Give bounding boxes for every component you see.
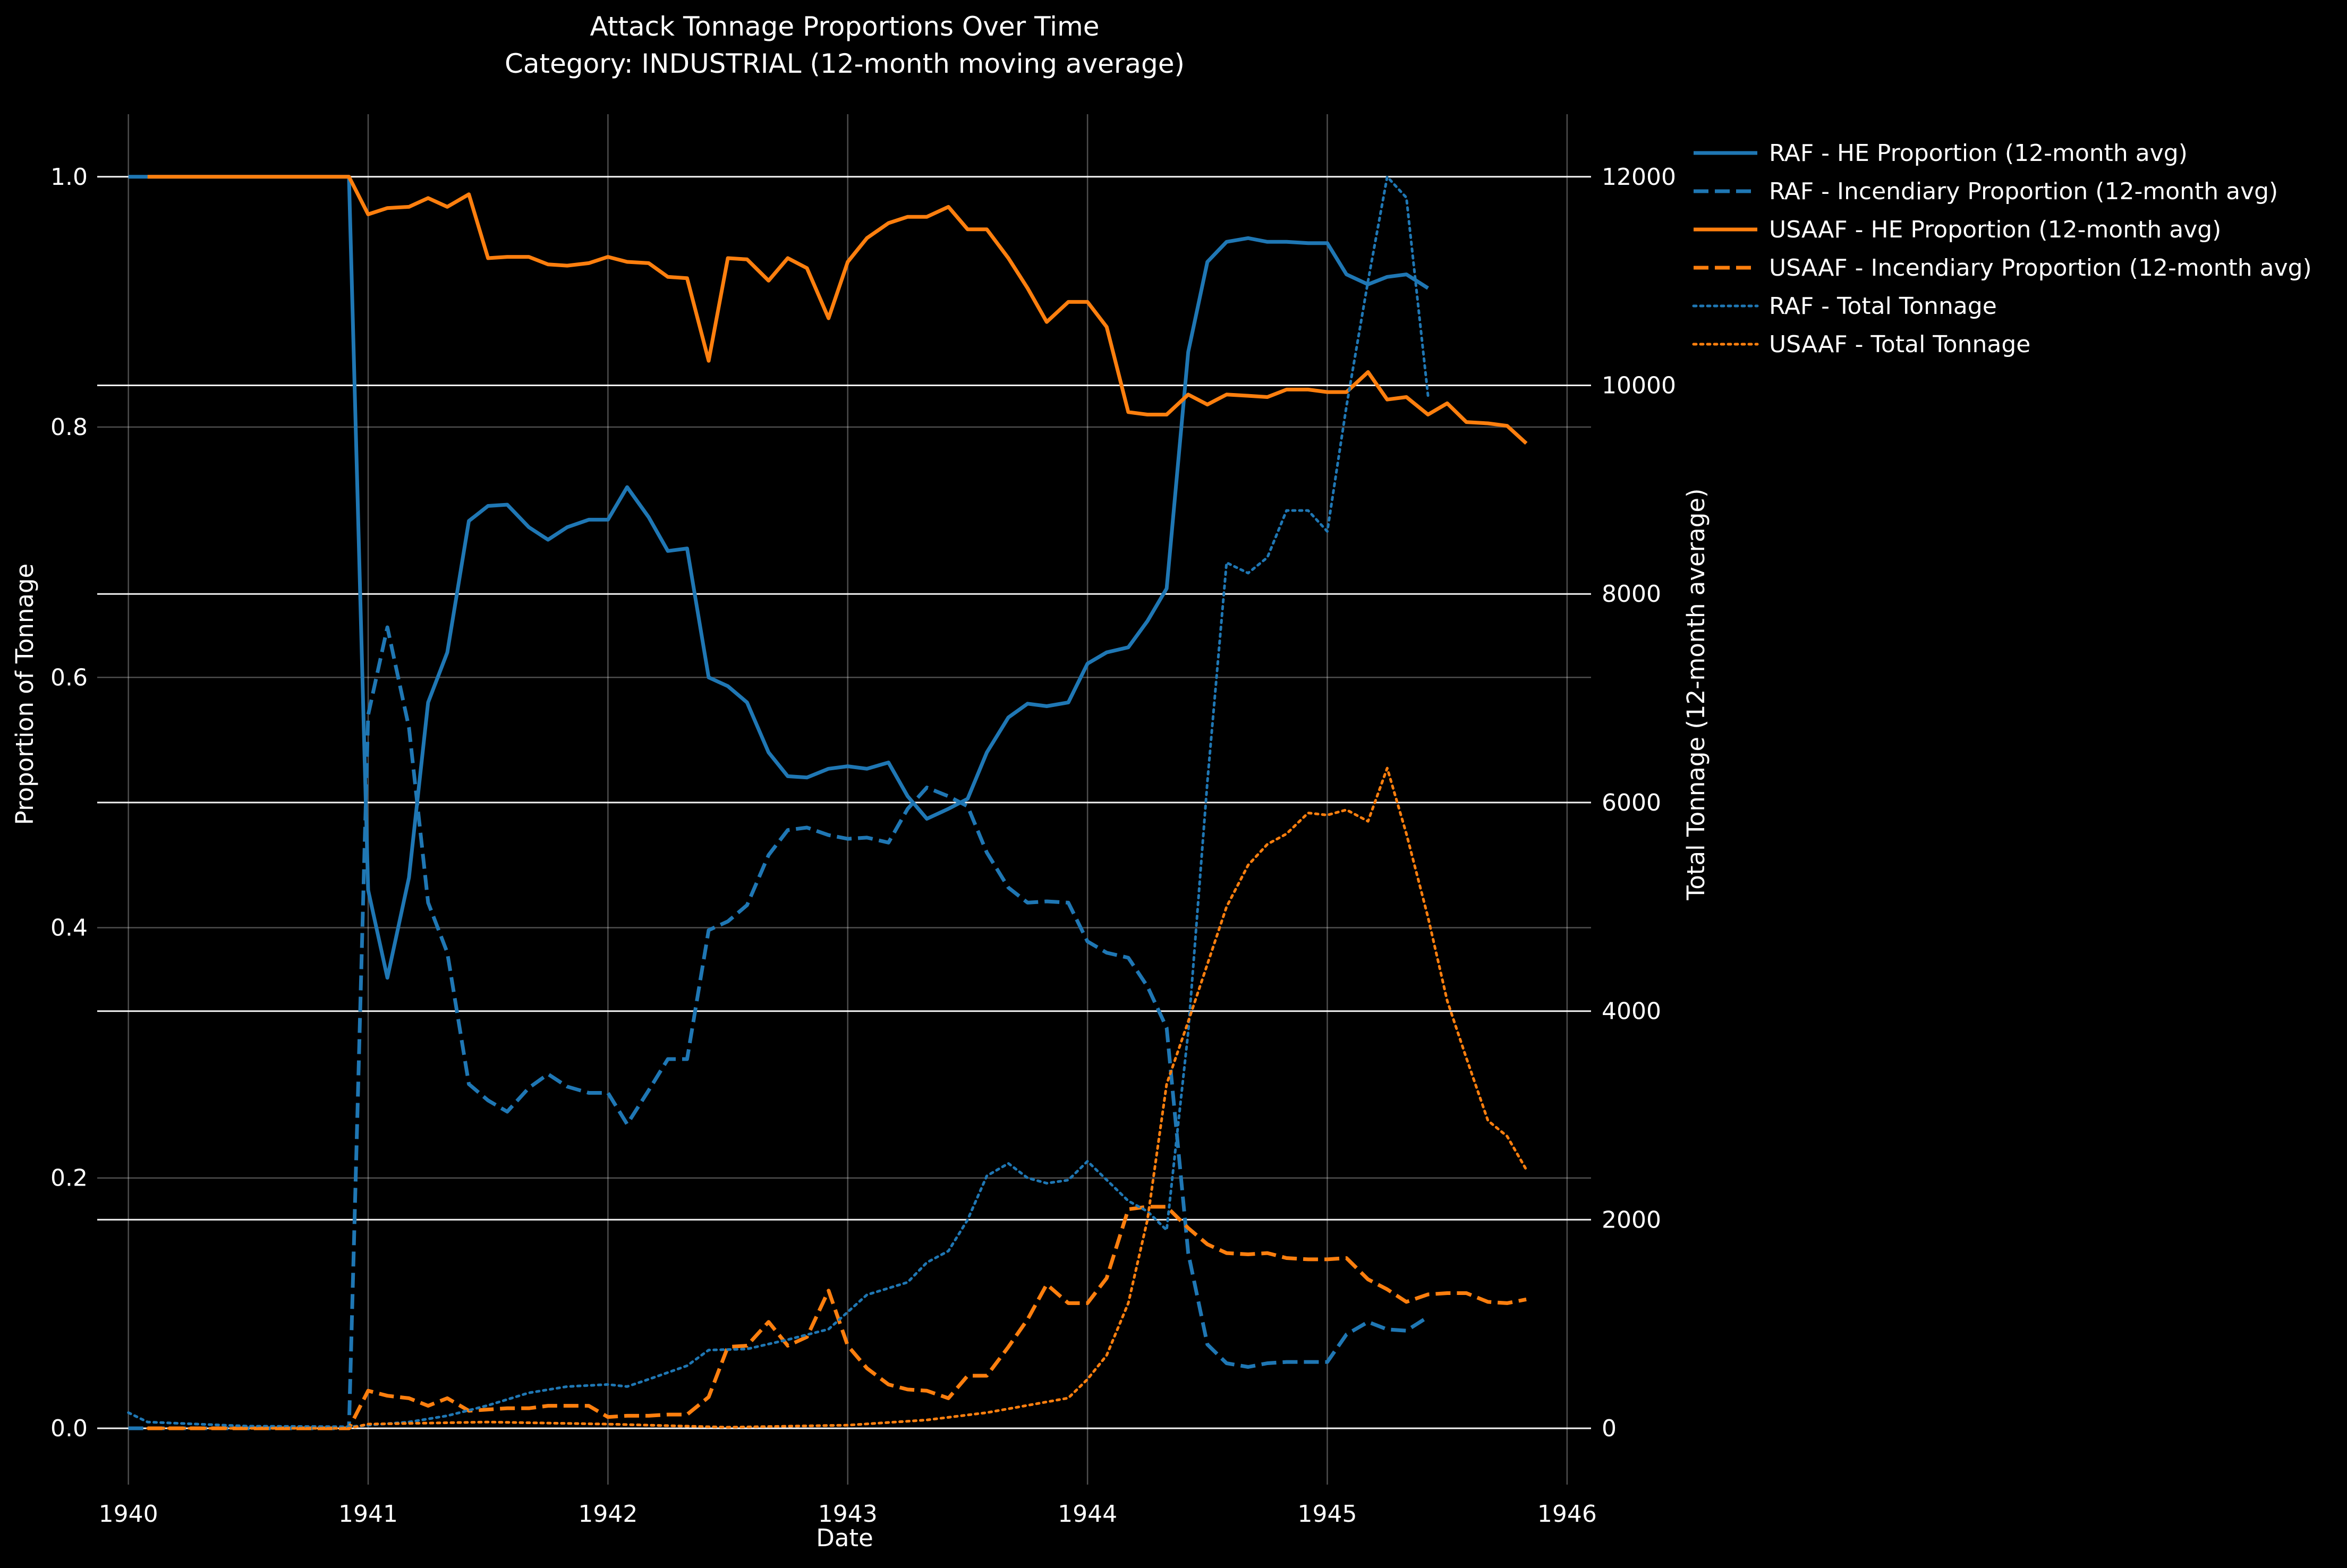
y2-tick-label: 12000: [1602, 164, 1676, 191]
ticks: 1940 1941 1942 1943 1944 1945 1946 0.0 0.2 0.4 0.6…: [50, 164, 1676, 1528]
x-tick-label: 1941: [338, 1501, 398, 1528]
x-tick-label: 1944: [1058, 1501, 1117, 1528]
y-tick-label: 0.0: [50, 1415, 88, 1442]
y2-tick-label: 4000: [1602, 998, 1661, 1025]
y-tick-label: 0.4: [50, 915, 88, 942]
legend-label: USAAF - Total Tonnage: [1769, 331, 2030, 358]
legend-label: RAF - HE Proportion (12-month avg): [1769, 140, 2188, 167]
series-line-0: [128, 175, 1429, 980]
y2-axis-label: Total Tonnage (12-month average): [1682, 488, 1710, 900]
y2-tick-label: 10000: [1602, 372, 1676, 399]
series-line-2: [147, 175, 1528, 445]
y-axis-label: Proportion of Tonnage: [11, 564, 39, 825]
legend-label: RAF - Incendiary Proportion (12-month av…: [1769, 178, 2278, 205]
x-tick-label: 1942: [578, 1501, 637, 1528]
y2-tick-label: 0: [1602, 1415, 1617, 1442]
series-line-5: [146, 766, 1528, 1430]
x-tick-label: 1946: [1537, 1501, 1597, 1528]
legend-label: USAAF - Incendiary Proportion (12-month …: [1769, 254, 2312, 282]
series-line-4: [127, 175, 1430, 1428]
y2-tick-label: 8000: [1602, 581, 1661, 608]
y-tick-label: 1.0: [50, 164, 88, 191]
y-tick-label: 0.2: [50, 1165, 88, 1192]
x-tick-label: 1945: [1298, 1501, 1357, 1528]
y2-tick-label: 2000: [1602, 1206, 1661, 1233]
x-axis-label: Date: [816, 1524, 873, 1552]
y2-tick-label: 6000: [1602, 789, 1661, 816]
y-tick-label: 0.6: [50, 664, 88, 691]
legend-label: USAAF - HE Proportion (12-month avg): [1769, 216, 2221, 243]
x-tick-label: 1943: [818, 1501, 878, 1528]
x-tick-label: 1940: [99, 1501, 158, 1528]
chart-title: Attack Tonnage Proportions Over Time: [590, 11, 1099, 42]
series-line-3: [147, 1205, 1527, 1430]
legend-label: RAF - Total Tonnage: [1769, 293, 1997, 320]
chart-subtitle: Category: INDUSTRIAL (12-month moving av…: [505, 48, 1185, 79]
legend: RAF - HE Proportion (12-month avg) RAF - …: [1692, 140, 2312, 358]
y-tick-label: 0.8: [50, 414, 88, 441]
series-line-1: [128, 625, 1429, 1430]
series-layer: [127, 175, 1528, 1430]
